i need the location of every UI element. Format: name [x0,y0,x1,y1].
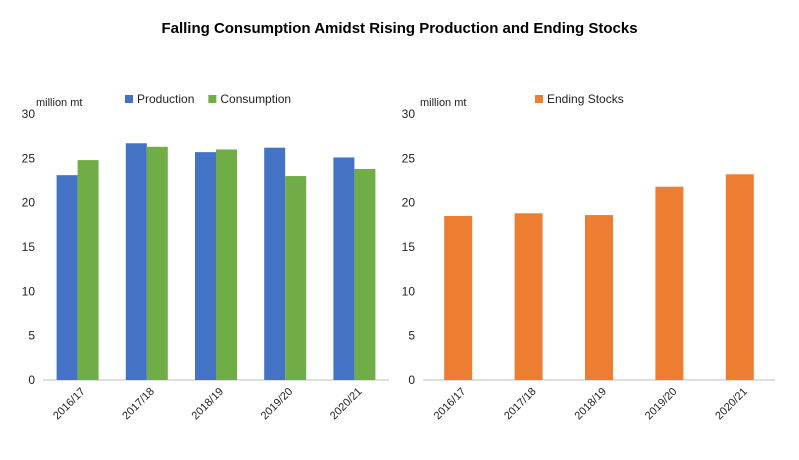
x-tick-label: 2016/17 [432,386,469,423]
y-tick-label: 20 [22,196,36,210]
x-tick-label: 2020/21 [328,386,365,423]
x-tick-label: 2020/21 [713,386,750,423]
x-tick-label: 2016/17 [51,386,88,423]
y-tick-label: 15 [22,240,36,254]
bar-consumption-2016-17 [77,160,99,380]
bar-consumption-2017-18 [146,146,168,380]
x-tick-label: 2017/18 [502,386,539,423]
bar-production-2016-17 [56,175,78,380]
x-tick-label: 2019/20 [259,386,296,423]
y-tick-label: 0 [408,373,415,387]
legend-swatch-production [125,95,133,103]
bar-ending-stocks-2019-20 [655,186,684,380]
legend-label-production: Production [137,92,194,106]
y-tick-label: 15 [402,240,416,254]
y-tick-label: 25 [402,151,416,165]
bar-consumption-2018-19 [216,149,237,380]
y-tick-label: 5 [408,329,415,343]
bar-consumption-2019-20 [285,176,307,380]
y-tick-label: 10 [22,284,36,298]
y-tick-label: 25 [22,151,36,165]
bar-ending-stocks-2016-17 [444,215,473,380]
x-tick-label: 2018/19 [573,386,610,423]
y-tick-label: 10 [402,284,416,298]
bar-production-2019-20 [264,147,286,380]
legend-label-ending-stocks: Ending Stocks [547,92,624,106]
x-tick-label: 2019/20 [643,386,680,423]
y-tick-label: 0 [28,373,35,387]
bar-ending-stocks-2020-21 [725,174,754,380]
legend-swatch-ending-stocks [535,95,543,103]
bar-ending-stocks-2018-19 [585,215,613,380]
bar-production-2017-18 [125,143,147,380]
y-axis-label-2: million mt [420,97,466,109]
legend-label-consumption: Consumption [220,92,291,106]
y-tick-label: 30 [22,107,36,121]
x-tick-label: 2018/19 [190,386,227,423]
y-axis-label-1: million mt [36,97,82,109]
bar-consumption-2020-21 [354,168,376,380]
x-tick-label: 2017/18 [120,386,157,423]
y-tick-label: 20 [402,196,416,210]
y-tick-label: 5 [28,329,35,343]
bar-production-2020-21 [333,157,355,380]
y-tick-label: 30 [402,107,416,121]
legend-swatch-consumption [208,95,217,103]
chart-title: Falling Consumption Amidst Rising Produc… [161,20,638,37]
bar-ending-stocks-2017-18 [514,213,543,380]
bar-production-2018-19 [195,152,216,380]
